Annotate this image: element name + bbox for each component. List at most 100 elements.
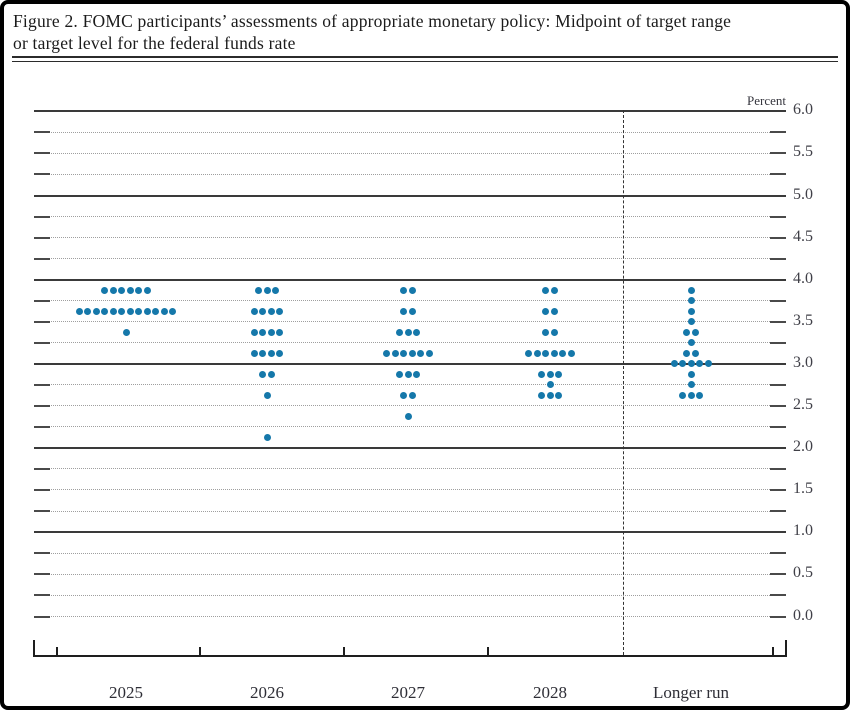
policy-rate-dot — [109, 286, 117, 294]
y-gridline-left-tick — [34, 468, 50, 471]
y-axis-label: 1.5 — [793, 480, 813, 498]
policy-rate-dot — [546, 381, 554, 389]
policy-rate-dot — [101, 307, 109, 315]
x-axis-tick — [487, 647, 489, 656]
policy-rate-dot — [425, 349, 433, 357]
gridline-dotted — [34, 594, 786, 596]
y-gridline-left-tick — [34, 173, 50, 176]
y-axis-label: 5.0 — [793, 185, 813, 203]
gridline-dotted — [34, 321, 786, 323]
gridline-solid — [34, 447, 786, 450]
policy-rate-dot — [555, 370, 562, 378]
policy-rate-dot — [391, 349, 399, 357]
policy-rate-dot — [404, 328, 412, 336]
y-gridline-left-tick — [34, 383, 50, 386]
dot-plot-area: Percent 6.0 5.5 5.0 4.5 4.0 3.5 3.0 2.5 2.0 1.5 1.… — [4, 4, 846, 706]
y-gridline-right-tick — [770, 405, 786, 407]
policy-rate-dot — [538, 391, 545, 399]
y-gridline-left-tick — [34, 489, 50, 492]
policy-rate-dot — [550, 307, 558, 315]
figure-title-line2: or target level for the federal funds ra… — [13, 33, 296, 53]
y-gridline-right-tick — [770, 341, 786, 344]
y-axis-label: 4.5 — [793, 227, 813, 245]
policy-rate-dot — [687, 307, 695, 315]
policy-rate-dot — [525, 349, 533, 357]
policy-rate-dot — [691, 328, 699, 336]
y-gridline-right-tick — [770, 468, 786, 471]
y-gridline-left-tick — [34, 405, 50, 407]
y-axis-label: 3.5 — [793, 311, 813, 329]
policy-rate-dot — [259, 370, 267, 378]
policy-rate-dot — [400, 391, 408, 399]
policy-rate-dot — [267, 370, 275, 378]
policy-rate-dot — [383, 349, 391, 357]
policy-rate-dot — [413, 328, 420, 336]
policy-rate-dot — [550, 328, 558, 336]
policy-rate-dot — [408, 286, 416, 294]
policy-rate-dot — [696, 391, 703, 399]
gridline-dotted — [34, 510, 786, 512]
y-gridline-right-tick — [770, 215, 786, 218]
policy-rate-dot — [135, 307, 143, 315]
policy-rate-dot — [687, 391, 695, 399]
y-gridline-left-tick — [34, 426, 50, 429]
y-gridline-left-tick — [34, 552, 50, 555]
policy-rate-dot — [404, 413, 412, 421]
y-gridline-right-tick — [770, 131, 786, 134]
gridline-solid — [34, 194, 786, 197]
policy-rate-dot — [555, 391, 562, 399]
policy-rate-dot — [118, 307, 126, 315]
policy-rate-dot — [404, 370, 412, 378]
gridline-dotted — [34, 573, 786, 575]
y-axis-unit-label: Percent — [747, 93, 786, 108]
policy-rate-dot — [272, 286, 279, 294]
x-axis-category-label: 2026 — [250, 683, 284, 702]
policy-rate-dot — [696, 360, 703, 368]
policy-rate-dot — [550, 349, 558, 357]
y-gridline-right-tick — [770, 510, 786, 513]
gridline-dotted — [34, 552, 786, 554]
gridline-dotted — [34, 257, 786, 259]
gridline-dotted — [34, 131, 786, 133]
policy-rate-dot — [542, 349, 550, 357]
y-gridline-right-tick — [770, 573, 786, 576]
policy-rate-dot — [546, 391, 554, 399]
policy-rate-dot — [559, 349, 567, 357]
x-axis-category-label: Longer run — [652, 683, 729, 702]
gridline-solid — [34, 531, 786, 534]
y-axis-label: 4.0 — [793, 269, 813, 287]
policy-rate-dot — [687, 370, 695, 378]
y-gridline-right-tick — [770, 152, 786, 155]
y-axis-label: 2.0 — [793, 438, 813, 456]
policy-rate-dot — [400, 349, 408, 357]
policy-rate-dot — [704, 360, 712, 368]
policy-rate-dot — [75, 307, 83, 315]
policy-rate-dot — [143, 286, 151, 294]
gridline-dotted — [34, 215, 786, 217]
policy-rate-dot — [542, 307, 550, 315]
policy-rate-dot — [259, 328, 267, 336]
y-gridline-right-tick — [770, 489, 786, 492]
policy-rate-dot — [135, 286, 143, 294]
y-gridline-left-tick — [34, 299, 50, 302]
y-gridline-right-tick — [770, 552, 786, 555]
title-double-rule — [12, 56, 838, 62]
y-axis-label: 6.0 — [793, 101, 813, 119]
policy-rate-dot — [687, 286, 695, 294]
y-gridline-left-tick — [34, 215, 50, 218]
y-gridline-right-tick — [770, 257, 786, 260]
policy-rate-dot — [267, 307, 275, 315]
policy-rate-dot — [567, 349, 575, 357]
policy-rate-dot — [683, 349, 691, 357]
gridline-dotted — [34, 152, 786, 154]
figure-title-line1: Figure 2. FOMC participants’ assessments… — [13, 11, 732, 31]
policy-rate-dot — [152, 307, 160, 315]
policy-rate-dot — [259, 349, 267, 357]
x-axis-category-label: 2025 — [109, 683, 143, 702]
y-gridline-left-tick — [34, 152, 50, 155]
policy-rate-dot — [687, 297, 695, 305]
gridline-dotted — [34, 489, 786, 491]
policy-rate-dot — [276, 307, 284, 315]
policy-rate-dot — [687, 360, 695, 368]
policy-rate-dot — [126, 286, 134, 294]
